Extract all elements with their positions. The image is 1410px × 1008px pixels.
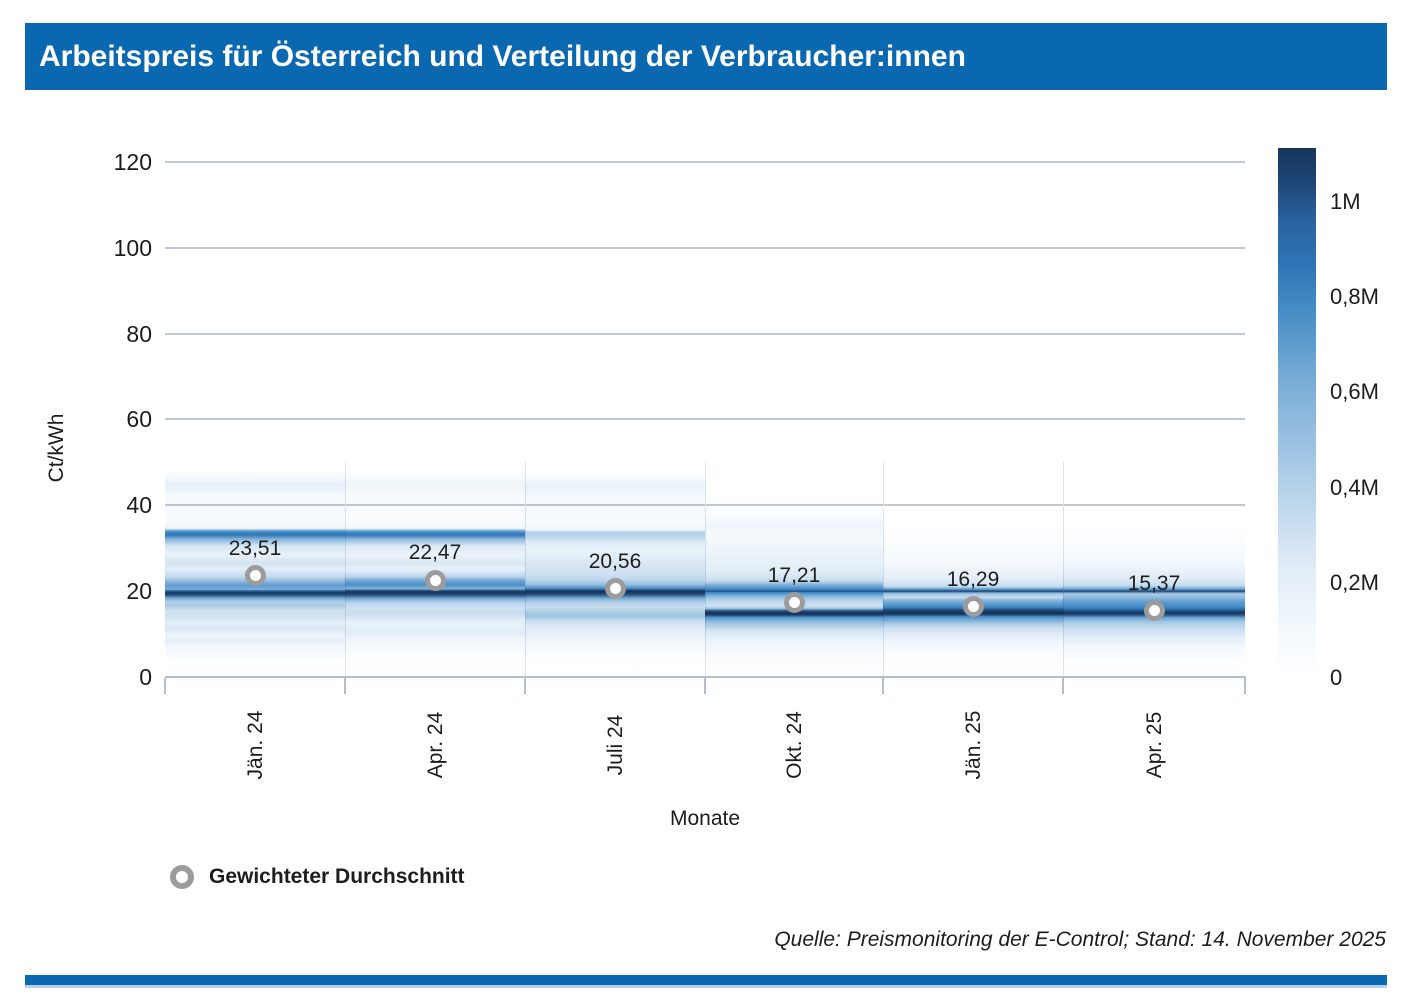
- x-tick-label-6: Apr. 25: [1143, 711, 1166, 779]
- density-column-apr-25: [1063, 150, 1245, 677]
- density-column-j-n-24: [165, 150, 345, 677]
- value-label: 23,51: [228, 536, 282, 560]
- y-tick-label-80: 80: [126, 320, 152, 347]
- weighted-average-marker: [1143, 600, 1165, 622]
- x-tick-label-4: Okt. 24: [783, 711, 806, 779]
- value-label: 16,29: [946, 567, 1000, 591]
- y-tick-label-100: 100: [113, 234, 152, 261]
- value-label: 22,47: [408, 541, 462, 565]
- y-tick-label-20: 20: [126, 578, 152, 604]
- chart-title: Arbeitspreis für Österreich und Verteilu…: [39, 39, 966, 73]
- colorbar-tick-label-0_6M: 0,6M: [1330, 379, 1379, 405]
- x-axis-tick: [1244, 678, 1246, 694]
- footer-accent-bar-shadow: [25, 985, 1387, 988]
- weighted-average-marker: [962, 596, 984, 618]
- colorbar-tick-label-0_8M: 0,8M: [1330, 284, 1379, 310]
- x-tick-label-3: Juli 24: [604, 714, 627, 776]
- x-axis-tick: [524, 678, 526, 694]
- x-tick-label-1: Jän. 24: [244, 710, 267, 780]
- source-note: Quelle: Preismonitoring der E-Control; S…: [774, 928, 1386, 951]
- colorbar-tick-label-0_4M: 0,4M: [1330, 474, 1379, 500]
- x-tick-label-2: Apr. 24: [424, 711, 447, 779]
- plot-area: [165, 150, 1245, 677]
- weighted-average-marker: [604, 578, 626, 600]
- colorbar-tick-label-1M: 1M: [1330, 189, 1361, 214]
- weighted-average-marker-icon: [170, 865, 194, 889]
- y-tick-label-60: 60: [126, 406, 152, 433]
- y-tick-label-40: 40: [126, 492, 152, 519]
- title-banner: Arbeitspreis für Österreich und Verteilu…: [25, 23, 1387, 90]
- density-column-okt-24: [705, 150, 883, 677]
- colorbar-tick-label-0_2M: 0,2M: [1330, 569, 1379, 595]
- colorbar-tick-label-0: 0: [1330, 665, 1343, 690]
- density-column-apr-24: [345, 150, 525, 677]
- density-column-j-n-25: [883, 150, 1063, 677]
- x-axis-tick: [344, 678, 346, 694]
- legend: Gewichteter Durchschnitt: [170, 863, 465, 891]
- x-tick-label-5: Jän. 25: [962, 710, 985, 780]
- x-axis-tick: [164, 678, 166, 694]
- y-tick-label-120: 120: [113, 149, 152, 175]
- x-axis-line: [165, 676, 1246, 678]
- y-tick-label-0: 0: [139, 663, 152, 690]
- x-axis-tick: [1062, 678, 1064, 694]
- footer-accent-bar: [25, 975, 1387, 985]
- value-label: 20,56: [588, 549, 642, 573]
- x-axis-title: Monate: [669, 807, 741, 830]
- value-label: 15,37: [1127, 571, 1181, 595]
- y-axis-title: Ct/kWh: [45, 413, 68, 483]
- legend-label: Gewichteter Durchschnitt: [209, 865, 465, 888]
- colorbar-gradient: [1278, 148, 1316, 678]
- x-axis-tick: [704, 678, 706, 694]
- x-axis-tick: [882, 678, 884, 694]
- value-label: 17,21: [767, 563, 821, 587]
- weighted-average-marker: [783, 592, 805, 614]
- weighted-average-marker: [424, 569, 446, 591]
- weighted-average-marker: [244, 565, 266, 587]
